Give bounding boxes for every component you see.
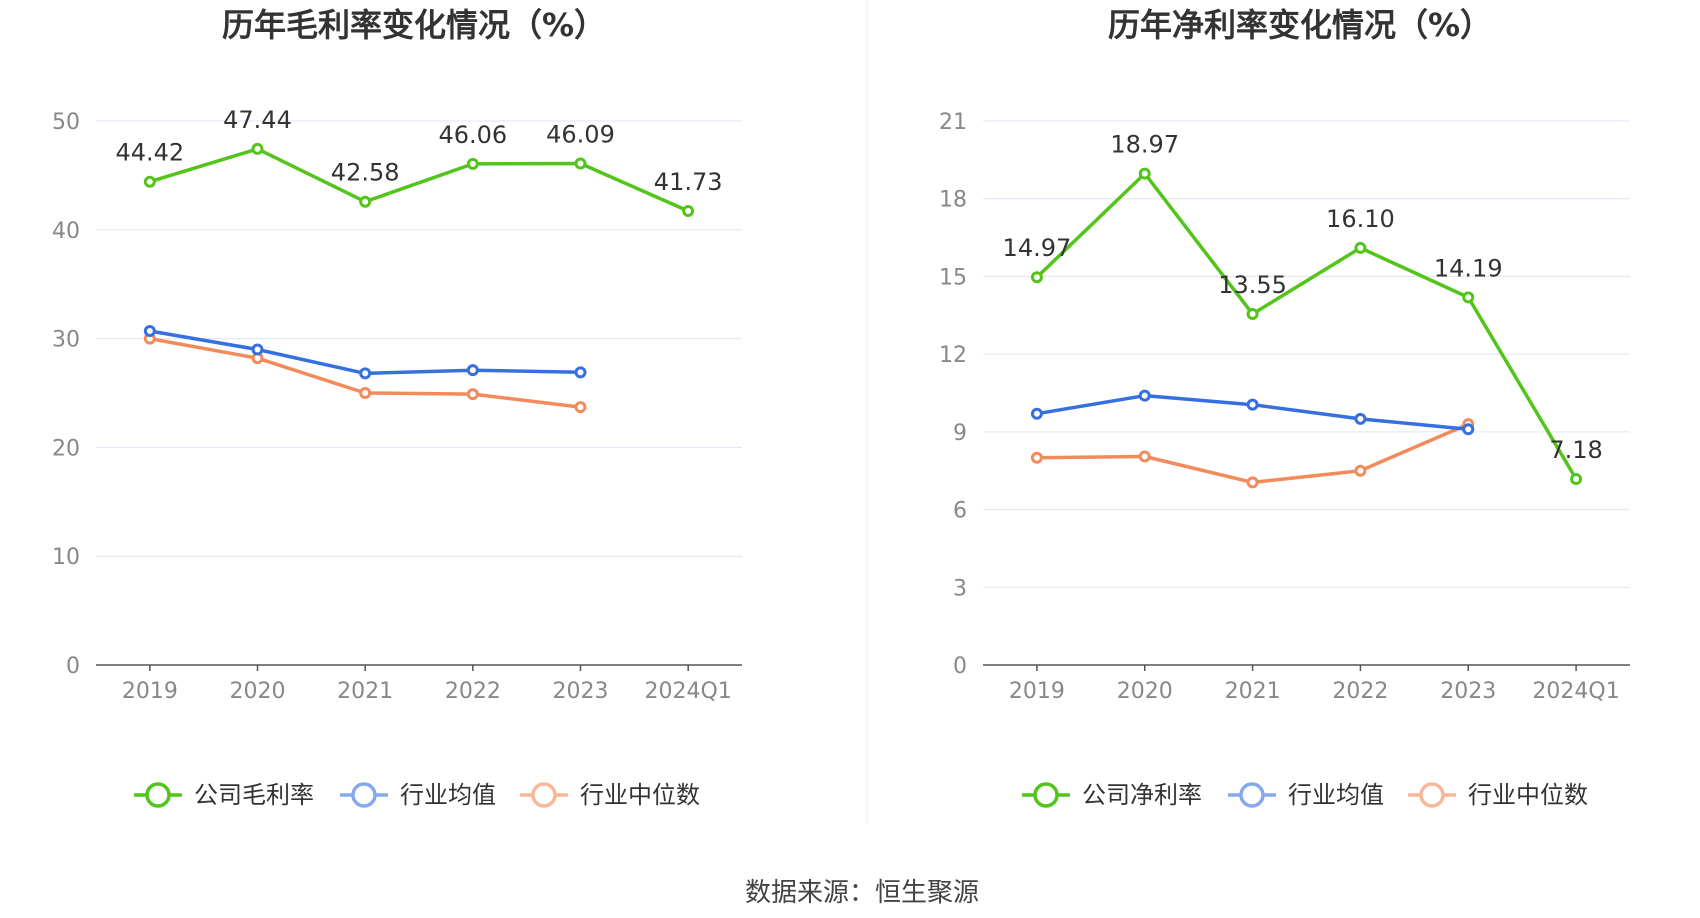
data-point: [1138, 167, 1151, 180]
x-tick-label: 2022: [1332, 679, 1388, 704]
x-tick-label: 2019: [1009, 679, 1065, 704]
series-line-1: [1035, 171, 1578, 480]
series-line-3: [1036, 422, 1469, 485]
data-label: 47.44: [223, 106, 292, 134]
x-tick-label: 2019: [122, 679, 178, 704]
y-tick-label: 30: [52, 328, 80, 353]
legend-item-1: 公司毛利率: [134, 781, 314, 809]
legend-label: 行业均值: [1288, 781, 1384, 809]
data-point: [1570, 473, 1583, 486]
data-point: [1462, 291, 1475, 304]
y-tick-label: 40: [52, 219, 80, 244]
legend-item-2: 行业均值: [340, 781, 496, 809]
data-point: [466, 388, 479, 401]
x-tick-label: 2023: [1440, 679, 1496, 704]
legend-label: 行业均值: [400, 781, 496, 809]
y-tick-label: 0: [953, 654, 967, 679]
data-point: [1354, 464, 1367, 477]
data-label: 46.06: [438, 121, 507, 149]
data-source: 数据来源：恒生聚源: [745, 878, 979, 908]
legend-item-2: 行业均值: [1228, 781, 1384, 809]
data-label: 7.18: [1549, 436, 1602, 464]
x-tick-label: 2021: [337, 679, 393, 704]
data-point: [143, 324, 156, 337]
y-tick-label: 21: [939, 110, 967, 135]
x-tick-label: 2024Q1: [1532, 679, 1619, 704]
data-point: [1138, 450, 1151, 463]
data-point: [1246, 307, 1259, 320]
data-point: [1354, 412, 1367, 425]
chart-title: 历年净利率变化情况（%）: [1108, 6, 1492, 44]
y-tick-label: 18: [939, 188, 967, 213]
data-label: 44.42: [115, 139, 184, 167]
legend-label: 公司净利率: [1082, 781, 1202, 809]
y-tick-label: 12: [939, 343, 967, 368]
y-tick-label: 15: [939, 265, 967, 290]
data-point: [1246, 398, 1259, 411]
y-tick-label: 50: [52, 110, 80, 135]
y-tick-label: 10: [52, 545, 80, 570]
chart-panel-1: 历年毛利率变化情况（%） 0 10 20 30 40 50 2019 2020 2021 2022 2…: [52, 6, 742, 809]
data-point: [1030, 407, 1043, 420]
data-label: 41.73: [654, 168, 723, 196]
legend-marker-icon: [531, 782, 557, 808]
chart-panel-2: 历年净利率变化情况（%） 0 3 6 9 12 15 18 21 2019 2020 2021 2022…: [939, 6, 1630, 809]
data-label: 14.97: [1003, 234, 1072, 262]
x-tick-label: 2024Q1: [645, 679, 732, 704]
data-label: 18.97: [1110, 131, 1179, 159]
data-point: [359, 367, 372, 380]
x-tick-label: 2020: [1117, 679, 1173, 704]
data-point: [466, 157, 479, 170]
data-point: [1354, 241, 1367, 254]
x-tick-label: 2020: [230, 679, 286, 704]
legend-label: 行业中位数: [580, 781, 700, 809]
data-point: [143, 175, 156, 188]
legend-marker-icon: [1239, 782, 1265, 808]
legend-marker-icon: [1033, 782, 1059, 808]
data-label: 42.58: [331, 159, 400, 187]
data-point: [1246, 476, 1259, 489]
data-point: [1462, 423, 1475, 436]
data-point: [1138, 389, 1151, 402]
data-point: [359, 195, 372, 208]
legend-marker-icon: [145, 782, 171, 808]
data-label: 13.55: [1218, 271, 1287, 299]
data-label: 14.19: [1434, 254, 1503, 282]
data-point: [574, 401, 587, 414]
legend-label: 行业中位数: [1468, 781, 1588, 809]
series-line-2: [149, 329, 581, 376]
data-point: [1030, 271, 1043, 284]
chart-title: 历年毛利率变化情况（%）: [222, 6, 606, 44]
data-label: 46.09: [546, 121, 615, 149]
y-tick-label: 20: [52, 436, 80, 461]
legend-label: 公司毛利率: [194, 781, 314, 809]
series-line-1: [149, 147, 689, 213]
data-point: [682, 204, 695, 217]
y-tick-label: 3: [953, 576, 967, 601]
data-point: [574, 366, 587, 379]
legend-item-1: 公司净利率: [1022, 781, 1202, 809]
data-point: [1030, 451, 1043, 464]
y-tick-label: 9: [953, 421, 967, 446]
x-tick-label: 2023: [553, 679, 609, 704]
data-point: [251, 142, 264, 155]
legend-marker-icon: [1419, 782, 1445, 808]
legend-marker-icon: [351, 782, 377, 808]
x-tick-label: 2021: [1225, 679, 1281, 704]
data-point: [466, 364, 479, 377]
data-point: [251, 343, 264, 356]
data-point: [359, 387, 372, 399]
y-tick-label: 0: [66, 654, 80, 679]
data-point: [574, 157, 587, 170]
data-label: 16.10: [1326, 205, 1395, 233]
y-tick-label: 6: [953, 499, 967, 524]
legend-item-3: 行业中位数: [520, 781, 700, 809]
legend-item-3: 行业中位数: [1408, 781, 1588, 809]
x-tick-label: 2022: [445, 679, 501, 704]
